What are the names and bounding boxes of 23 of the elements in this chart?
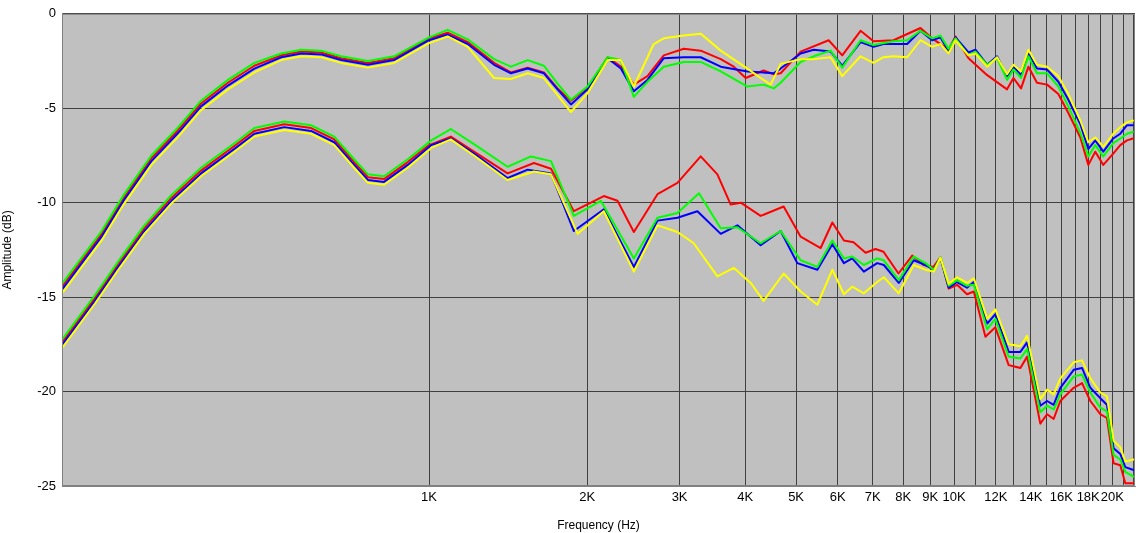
x-tick-label: 1K: [421, 489, 438, 505]
x-tick-label: 3K: [671, 489, 688, 505]
y-tick-label: -15: [37, 288, 56, 304]
x-tick-label: 16K: [1049, 489, 1074, 505]
x-tick-label: 5K: [788, 489, 805, 505]
y-tick-label: -25: [37, 477, 56, 493]
y-tick-label: 0: [48, 5, 56, 21]
x-tick-label: 14K: [1019, 489, 1043, 505]
y-axis-title: Amplitude (dB): [0, 210, 14, 290]
y-tick-label: -20: [37, 383, 56, 399]
x-tick-label: 4K: [737, 489, 754, 505]
x-tick-label: 12K: [984, 489, 1008, 505]
x-axis-title: Frequency (Hz): [557, 518, 640, 533]
x-tick-label: 20K: [1100, 489, 1125, 505]
x-tick-label: 18K: [1076, 489, 1101, 505]
x-tick-label: 2K: [579, 489, 596, 505]
x-tick-label: 10K: [942, 489, 967, 505]
x-tick-label: 7K: [864, 489, 882, 505]
y-tick-label: -5: [44, 99, 56, 115]
x-tick-label: 6K: [829, 489, 846, 505]
y-tick-label: -10: [37, 194, 56, 210]
x-tick-label: 8K: [895, 489, 912, 505]
x-tick-label: 9K: [922, 489, 939, 505]
